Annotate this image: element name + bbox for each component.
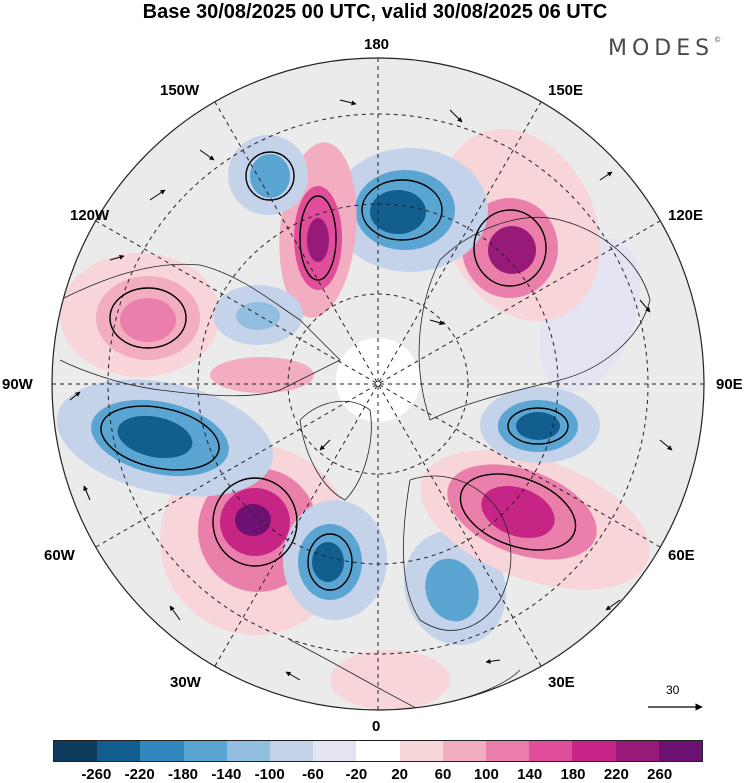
wind-vector-1	[149, 189, 166, 201]
colorbar-segment	[97, 741, 141, 761]
colorbar-segment	[486, 741, 530, 761]
wind-vector-2	[199, 149, 215, 161]
lon-180: 180	[364, 36, 390, 53]
colorbar-segment	[615, 741, 659, 761]
lon-90e: 90E	[716, 376, 743, 393]
anomaly-neg-35w-core	[312, 542, 344, 582]
coast-asia	[418, 217, 651, 421]
anomaly-pos-25w	[330, 650, 450, 710]
lon-120w: 120W	[70, 207, 110, 224]
wind-vector-16	[319, 439, 331, 451]
colorbar-segment	[356, 741, 400, 761]
lon-60e: 60E	[668, 547, 695, 564]
modes-logo: MODES©	[608, 36, 721, 61]
lon-120e: 120E	[668, 207, 704, 224]
colorbar-tick-label: 60	[434, 766, 452, 783]
colorbar-segment	[140, 741, 184, 761]
colorbar-tick-label: 260	[647, 766, 673, 783]
colorbar-tick-label: -20	[345, 766, 368, 783]
contour-3	[307, 533, 353, 591]
colorbar-segment	[270, 741, 314, 761]
wind-vector-9	[485, 658, 501, 664]
contour-8	[299, 195, 337, 281]
wind-vector-13	[69, 391, 81, 401]
anomaly-pos-160w-core	[307, 218, 329, 262]
wind-vector-14	[109, 254, 125, 261]
colorbar	[53, 740, 703, 762]
reference-vector-arrow	[648, 703, 703, 711]
anomaly-field	[56, 128, 650, 710]
lon-30e: 30E	[548, 674, 575, 691]
colorbar-segment	[658, 741, 703, 761]
circulation-contours	[100, 151, 577, 591]
colorbar-segment	[54, 741, 98, 761]
anomaly-pos-90w-inner	[210, 357, 314, 393]
wind-vector-10	[285, 671, 301, 681]
anomaly-neg-125w-inner-core	[236, 302, 280, 330]
contour-9	[245, 151, 295, 201]
brand-text: MODES	[608, 36, 715, 61]
colorbar-segment	[183, 741, 227, 761]
lon-150e: 150E	[548, 82, 584, 99]
colorbar-tick-label: -180	[167, 766, 199, 783]
coast-greenland	[299, 400, 372, 501]
coast-north-america	[59, 263, 341, 397]
contour-4	[459, 473, 577, 551]
anomaly-neg-10e-core	[425, 558, 479, 622]
lon-60w: 60W	[44, 547, 75, 564]
anomaly-neg-150w-core	[250, 154, 290, 198]
colorbar-tick-label: 20	[391, 766, 408, 783]
graticule	[52, 58, 704, 710]
colorbar-tick-label: 100	[473, 766, 499, 783]
anomaly-pos-130e-core	[488, 226, 536, 274]
contour-2	[100, 405, 220, 471]
colorbar-tick-label: -140	[211, 766, 242, 783]
lon-90w: 90W	[2, 376, 33, 393]
wind-vector-6	[639, 299, 651, 313]
map-border	[51, 57, 705, 711]
colorbar-segment	[313, 741, 357, 761]
colorbar-tick-label: -220	[124, 766, 155, 783]
wind-vector-4	[449, 109, 463, 123]
colorbar-segment	[442, 741, 487, 761]
wind-vector-15	[429, 319, 445, 326]
colorbar-tick-label: -260	[81, 766, 112, 783]
colorbar-segment	[529, 741, 573, 761]
anomaly-neg-100w-core	[117, 415, 193, 459]
lon-30w: 30W	[170, 674, 201, 691]
wind-vector-11	[169, 605, 181, 621]
colorbar-tick-label: 220	[603, 766, 629, 783]
colorbar-tick-label: 140	[517, 766, 543, 783]
contour-7	[361, 179, 443, 241]
wind-vector-3	[339, 99, 357, 106]
anomaly-neg-170e-core	[370, 190, 426, 234]
anomaly-pos-50e-core	[481, 485, 555, 539]
wind-vector-7	[659, 439, 673, 451]
contour-6	[473, 209, 547, 287]
wind-vector-5	[599, 171, 613, 181]
lon-150w: 150W	[160, 82, 200, 99]
anomaly-pos-60w-core	[235, 504, 271, 536]
wind-vectors	[69, 99, 673, 681]
reference-vector-label: 30	[666, 683, 680, 697]
brand-mark: ©	[714, 36, 722, 44]
map-title: Base 30/08/2025 00 UTC, valid 30/08/2025…	[142, 1, 608, 23]
colorbar-tick-label: -60	[302, 766, 324, 783]
colorbar-segment	[226, 741, 271, 761]
wind-vector-8	[605, 599, 621, 611]
contour-10	[109, 287, 187, 349]
anomaly-neg-80e-core	[516, 412, 560, 440]
colorbar-segment	[572, 741, 616, 761]
coast-europe	[403, 475, 512, 631]
colorbar-segment	[399, 741, 443, 761]
contour-5	[507, 407, 569, 445]
anomaly-pos-110w-core	[120, 298, 176, 342]
contour-1	[212, 477, 298, 567]
lon-0: 0	[372, 718, 381, 735]
wind-vector-12	[83, 485, 91, 501]
colorbar-tick-label: -100	[254, 766, 285, 783]
colorbar-tick-label: 180	[560, 766, 586, 783]
